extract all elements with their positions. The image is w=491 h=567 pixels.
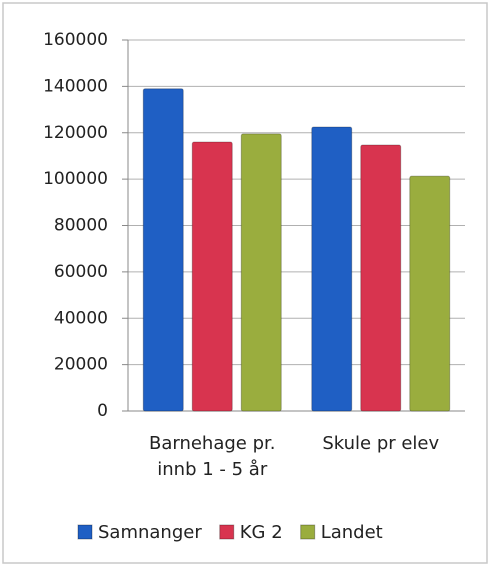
x-tick-label: Skule pr elev [322,433,440,454]
legend-swatch [300,524,316,540]
legend-label: Samnanger [98,522,202,543]
y-tick-label: 120000 [43,123,108,143]
y-tick-label: 20000 [54,355,108,375]
y-tick-label: 80000 [54,216,108,236]
x-tick-label: Barnehage pr. innb 1 - 5 år [148,433,276,480]
bar [142,88,184,412]
y-tick-label: 60000 [54,262,108,282]
y-tick-label: 160000 [43,30,108,50]
bar [240,133,282,412]
y-tick-label: 100000 [43,169,108,189]
legend-swatch [219,524,235,540]
bar [360,144,402,412]
bar [409,175,451,412]
legend-swatch [77,524,93,540]
bar [191,141,233,412]
y-tick-label: 40000 [54,308,108,328]
bar [311,126,353,412]
legend-label: Landet [321,522,383,543]
y-tick-label: 0 [97,401,108,421]
legend-label: KG 2 [240,522,283,543]
y-tick-label: 140000 [43,76,108,96]
